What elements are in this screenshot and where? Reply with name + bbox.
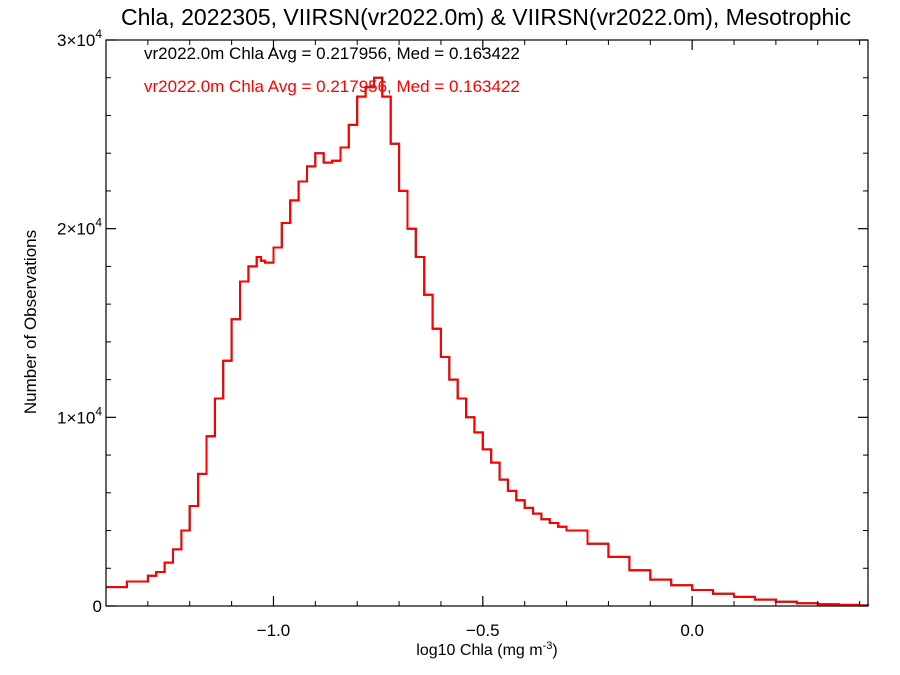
- y-tick-label-1: 1×104: [57, 404, 102, 427]
- annotation-black: vr2022.0m Chla Avg = 0.217956, Med = 0.1…: [144, 44, 520, 63]
- tick-labels-layer: −1.0 −0.5 0.0 0 1×104 2×104 3×104: [57, 27, 704, 640]
- x-axis-label: log10 Chla (mg m-3): [416, 640, 557, 659]
- y-axis-label: Number of Observations: [21, 230, 40, 414]
- series-line-red: [106, 76, 869, 607]
- x-axis-label-main: log10 Chla (mg m: [416, 642, 542, 659]
- chart-title: Chla, 2022305, VIIRSN(vr2022.0m) & VIIRS…: [121, 4, 851, 30]
- ticks-layer: [105, 39, 868, 607]
- x-tick-label-1: −0.5: [466, 621, 500, 640]
- y-tick-label-0: 0: [93, 597, 102, 616]
- annotation-red: vr2022.0m Chla Avg = 0.217956, Med = 0.1…: [144, 77, 520, 96]
- plot-frame: [105, 39, 869, 607]
- y-tick-label-2: 2×104: [57, 216, 102, 239]
- x-tick-label-2: 0.0: [680, 621, 704, 640]
- x-axis-label-end: ): [552, 642, 557, 659]
- x-axis-label-superscript: -3: [543, 640, 553, 652]
- x-tick-label-0: −1.0: [257, 621, 291, 640]
- series-line-black: [106, 76, 869, 607]
- series-layer: [106, 76, 869, 607]
- y-tick-label-3: 3×104: [57, 27, 102, 50]
